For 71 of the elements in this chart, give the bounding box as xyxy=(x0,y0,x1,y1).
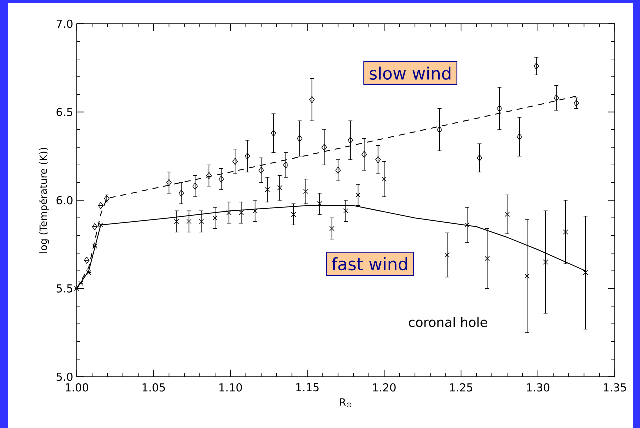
annotation: coronal hole xyxy=(409,317,488,328)
point xyxy=(92,244,98,249)
x-tick-label: 1.10 xyxy=(220,384,242,392)
point xyxy=(343,208,349,214)
x-tick-label: 1.15 xyxy=(296,384,319,392)
point xyxy=(232,158,238,166)
point xyxy=(277,186,282,191)
point xyxy=(437,126,442,134)
point xyxy=(317,201,322,207)
point xyxy=(517,133,522,140)
x-tick-label: 1.25 xyxy=(450,384,473,392)
point xyxy=(271,130,276,137)
point xyxy=(291,212,296,218)
point xyxy=(84,257,90,264)
point xyxy=(362,151,368,158)
point xyxy=(477,154,482,162)
point xyxy=(186,219,192,224)
point xyxy=(497,105,502,112)
point xyxy=(356,192,361,198)
point xyxy=(464,222,470,228)
annotation: slow wind xyxy=(370,66,451,80)
point xyxy=(174,219,180,224)
point xyxy=(78,280,84,286)
point xyxy=(166,179,172,186)
x-tick-label: 1.30 xyxy=(527,384,550,392)
point xyxy=(218,176,224,183)
x-tick-label: 1.20 xyxy=(373,384,396,392)
point xyxy=(192,182,198,190)
x-axis-title: R$_{⊙}$ xyxy=(340,398,352,408)
point xyxy=(543,260,548,265)
point xyxy=(303,189,309,194)
point xyxy=(265,187,270,192)
point xyxy=(336,167,342,174)
y-tick-label: 5.0 xyxy=(56,372,73,382)
point xyxy=(322,144,328,152)
point xyxy=(524,274,530,279)
point xyxy=(258,167,264,174)
point xyxy=(348,137,354,144)
y-tick-label: 5.5 xyxy=(56,284,73,293)
point xyxy=(86,270,92,276)
x-tick-label: 1.00 xyxy=(66,384,88,392)
point xyxy=(226,210,232,216)
x-tick-label: 1.05 xyxy=(142,384,166,392)
y-axis-title: log (Température (K)) xyxy=(39,148,50,253)
point xyxy=(382,176,387,182)
y-tick-label: 6.0 xyxy=(56,196,73,205)
point xyxy=(484,256,490,262)
point xyxy=(376,156,381,164)
point xyxy=(330,226,335,232)
point xyxy=(252,208,258,214)
point xyxy=(444,252,450,258)
point xyxy=(212,216,218,221)
x-tick-label: 1.35 xyxy=(604,384,626,392)
point xyxy=(283,162,289,169)
point xyxy=(238,210,244,216)
point xyxy=(574,100,580,107)
point xyxy=(244,152,250,160)
point xyxy=(534,62,540,70)
annotation: fast wind xyxy=(332,257,408,271)
point xyxy=(504,212,510,218)
point xyxy=(563,230,568,235)
point xyxy=(206,172,212,180)
y-tick-label: 6.5 xyxy=(56,108,73,116)
point xyxy=(310,96,315,104)
y-tick-label: 7.0 xyxy=(56,20,73,28)
point xyxy=(178,190,184,197)
point xyxy=(198,219,204,224)
point xyxy=(583,270,588,276)
point xyxy=(297,135,303,142)
point xyxy=(554,94,560,102)
point xyxy=(98,202,104,210)
